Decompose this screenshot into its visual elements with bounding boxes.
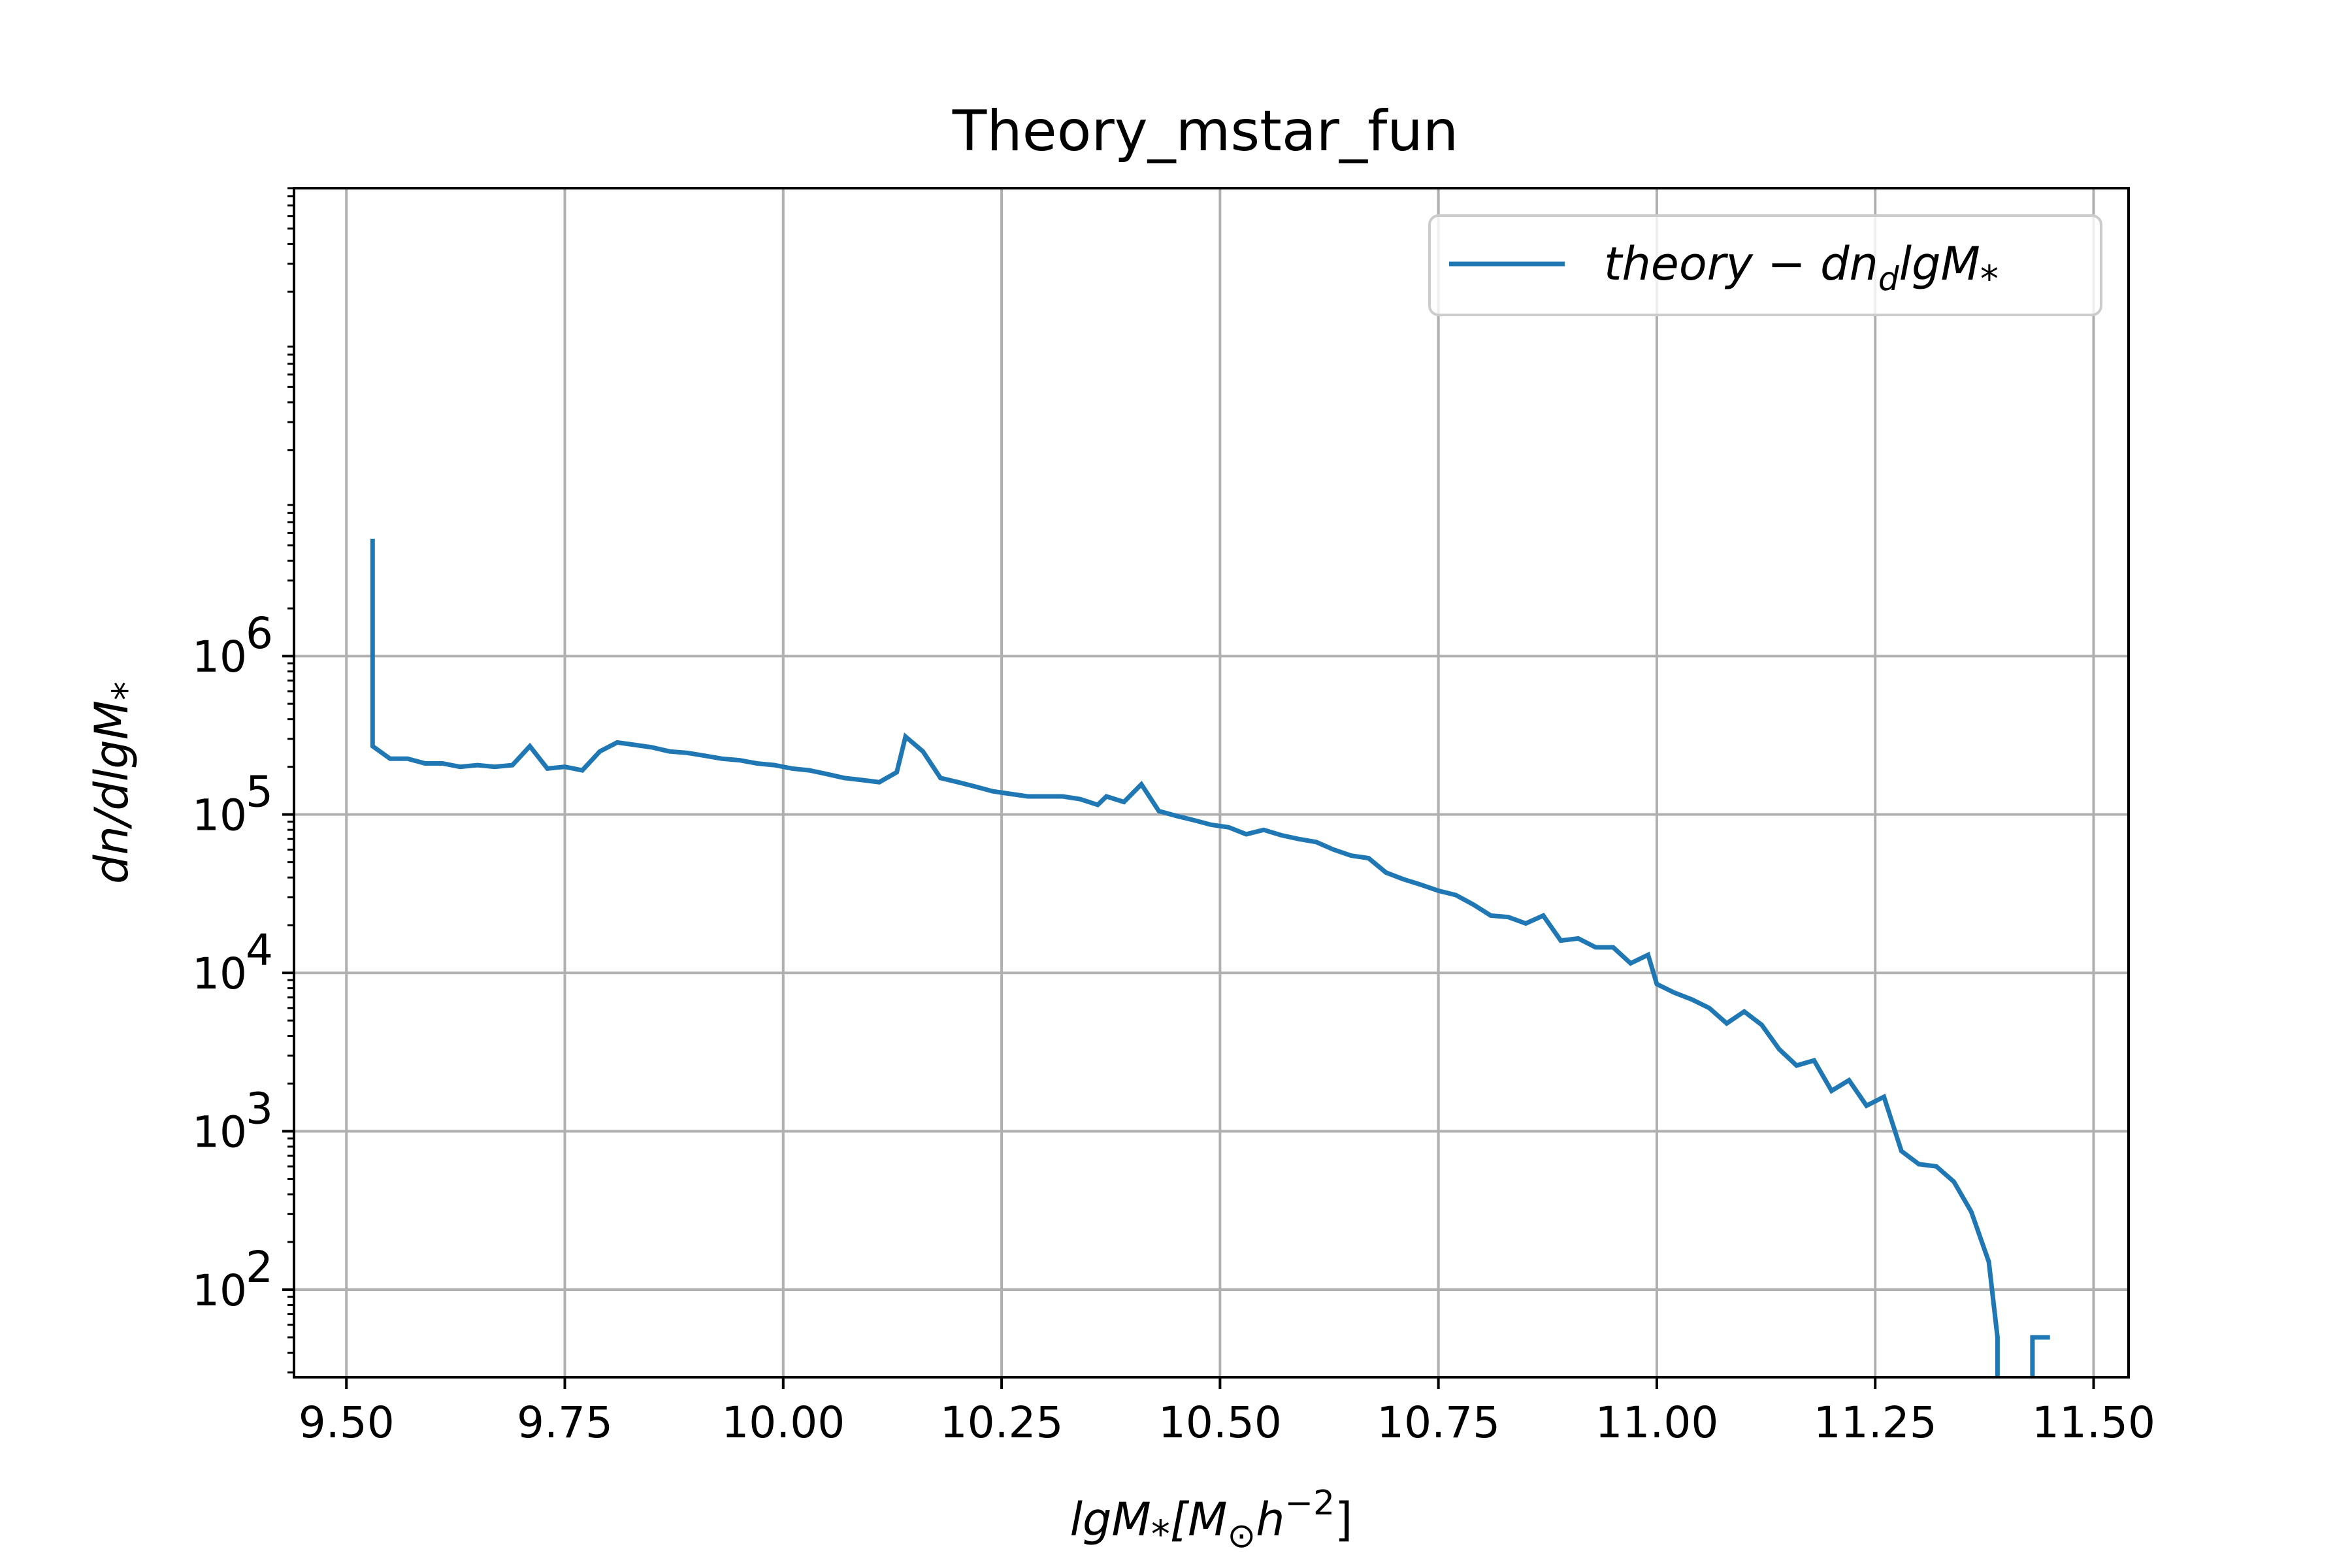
y-tick-exponent: 3 — [246, 1084, 273, 1134]
x-axis-label-sun: ⊙ — [1228, 1516, 1256, 1556]
plot-frame — [293, 187, 2130, 1379]
tick-layer: 9.50 9.75 10.00 10.25 10.50 10.75 11.00 11.25 11… — [192, 187, 2155, 1448]
y-axis-label: dn/dlgM* — [85, 681, 148, 884]
grid-layer — [294, 188, 2129, 1377]
x-tick-label: 11.50 — [2032, 1397, 2155, 1448]
x-tick-label: 10.00 — [721, 1397, 845, 1448]
series-line — [370, 538, 2000, 1377]
y-tick-exponent: 4 — [246, 925, 273, 975]
y-tick-label: 10 — [192, 949, 247, 999]
legend-box — [1428, 214, 2102, 316]
y-tick-exponent: 5 — [246, 767, 273, 817]
chart-title: Theory_mstar_fun — [952, 99, 1458, 164]
legend: theory − dndlgM* — [1428, 214, 2102, 316]
x-tick-label: 10.25 — [940, 1397, 1064, 1448]
series-line — [2030, 1335, 2050, 1377]
y-tick-exponent: 6 — [246, 608, 273, 659]
x-tick-label: 9.50 — [299, 1397, 395, 1448]
x-tick-label: 11.00 — [1595, 1397, 1718, 1448]
y-tick-label: 10 — [192, 791, 247, 841]
y-tick-label: 10 — [192, 1266, 247, 1316]
x-axis-label: lgM*[M⊙h−2] — [1070, 1484, 1353, 1556]
x-axis-label-sub: * — [1151, 1512, 1170, 1556]
y-tick-label: 10 — [192, 632, 247, 682]
y-tick-exponent: 2 — [246, 1242, 273, 1292]
x-tick-label: 9.75 — [517, 1397, 613, 1448]
series-layer — [370, 538, 2050, 1377]
y-tick-label: 10 — [192, 1107, 247, 1158]
x-tick-label: 11.25 — [1814, 1397, 1937, 1448]
x-tick-label: 10.75 — [1377, 1397, 1500, 1448]
x-tick-label: 10.50 — [1158, 1397, 1282, 1448]
x-axis-label-main: lgM — [1070, 1493, 1151, 1546]
legend-label: theory − dndlgM* — [1604, 237, 1999, 301]
